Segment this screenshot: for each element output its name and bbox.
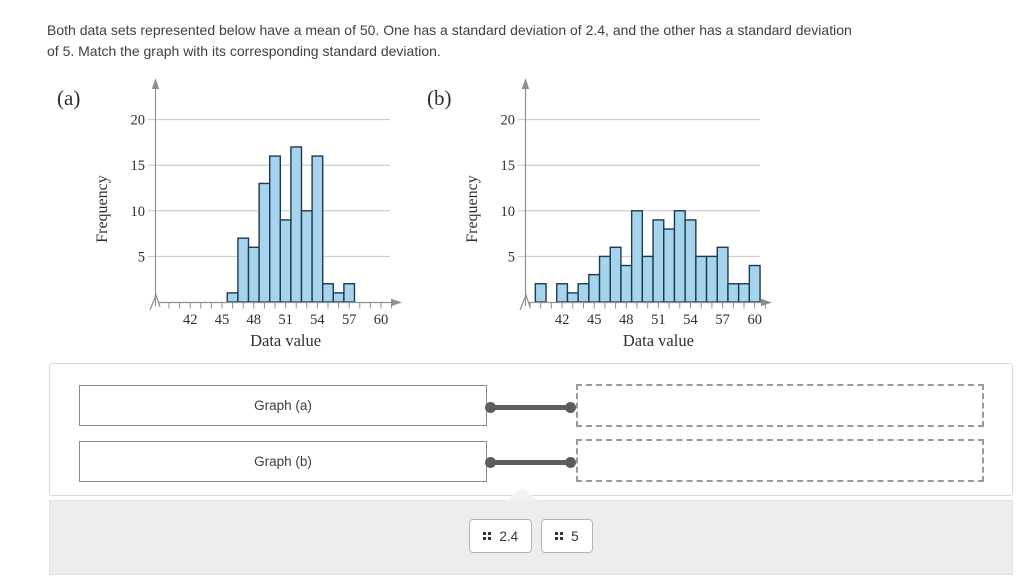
x-tick-label: 54 <box>310 312 325 328</box>
axis-break-icon <box>149 293 161 311</box>
bar-46 <box>598 255 611 303</box>
bar-53 <box>673 210 686 303</box>
bar-44 <box>577 283 590 303</box>
drop-target-graph-a[interactable] <box>576 384 984 427</box>
x-tick-label: 60 <box>747 312 762 328</box>
chip-label: 2.4 <box>499 528 519 544</box>
bar-50 <box>641 255 654 303</box>
x-tick-label: 45 <box>587 312 602 328</box>
bar-50 <box>268 155 281 303</box>
bar-57 <box>343 283 356 303</box>
connector-line <box>490 459 571 465</box>
source-label-graph-a: Graph (a) <box>254 398 312 413</box>
x-tick-label: 57 <box>342 312 357 328</box>
y-tick-label: 20 <box>501 113 516 129</box>
bar-43 <box>566 292 579 303</box>
source-box-graph-b: Graph (b) <box>79 441 487 482</box>
drag-handle-icon <box>483 532 492 540</box>
connector-b <box>485 456 576 468</box>
x-axis-title: Data value <box>250 331 321 350</box>
bar-56 <box>332 292 345 303</box>
x-tick-label: 42 <box>183 312 198 328</box>
connector-line <box>490 404 571 410</box>
chip-5[interactable]: 5 <box>541 519 593 553</box>
x-tick-label: 54 <box>683 312 698 328</box>
y-tick-label: 15 <box>501 158 516 174</box>
bar-52 <box>290 146 303 303</box>
x-axis-title: Data value <box>623 331 694 350</box>
x-tick-label: 51 <box>278 312 293 328</box>
y-tick-label: 5 <box>508 249 515 265</box>
chip-label: 5 <box>571 528 579 544</box>
bar-56 <box>705 255 718 303</box>
bar-48 <box>247 246 260 303</box>
y-tick-label: 15 <box>131 158 146 174</box>
instruction-line-1: Both data sets represented below have a … <box>47 22 852 38</box>
bar-49 <box>630 210 644 303</box>
y-axis-arrow-icon <box>151 78 160 89</box>
connector-dot-icon <box>565 456 576 468</box>
drop-target-graph-b[interactable] <box>576 439 984 482</box>
answer-bank-notch <box>505 488 539 501</box>
bar-47 <box>237 237 250 303</box>
bar-48 <box>620 264 633 303</box>
y-tick-label: 20 <box>131 113 146 129</box>
x-tick-label: 42 <box>555 312 570 328</box>
bar-52 <box>663 228 676 303</box>
y-tick-label: 5 <box>138 249 145 265</box>
x-axis-arrow-icon <box>391 298 402 307</box>
x-tick-label: 48 <box>619 312 634 328</box>
source-label-graph-b: Graph (b) <box>254 454 312 469</box>
drag-handle-icon <box>555 532 564 540</box>
y-tick-label: 10 <box>131 204 146 220</box>
histogram-b: 5 10 15 20 42 45 48 51 54 57 60 (b) Data value Freque… <box>425 76 780 368</box>
bar-54 <box>311 155 324 303</box>
y-tick-label: 10 <box>501 204 516 220</box>
bar-57 <box>716 246 729 303</box>
instruction-line-2: of 5. Match the graph with its correspon… <box>47 43 441 59</box>
x-axis-arrow-icon <box>761 298 772 307</box>
histogram-a: 5 10 15 20 42 45 48 51 54 57 60 (a) Data value Freque… <box>55 76 410 368</box>
panel-label: (b) <box>427 86 452 110</box>
bar-40 <box>534 283 547 303</box>
bar-58 <box>727 283 740 303</box>
chip-2-4[interactable]: 2.4 <box>469 519 533 553</box>
bar-51 <box>279 219 292 303</box>
bar-45 <box>588 273 601 303</box>
bar-54 <box>684 219 697 303</box>
bar-59 <box>737 283 751 303</box>
x-tick-label: 48 <box>247 312 261 328</box>
source-box-graph-a: Graph (a) <box>79 385 487 426</box>
x-tick-label: 60 <box>374 312 389 328</box>
bar-49 <box>258 182 271 303</box>
bar-46 <box>226 292 239 303</box>
axis-break-icon <box>519 293 531 311</box>
bar-51 <box>652 219 665 303</box>
bar-55 <box>695 255 708 303</box>
bar-53 <box>300 210 313 303</box>
matching-panel: Graph (a) Graph (b) <box>49 363 1013 496</box>
y-axis-title: Frequency <box>94 175 111 243</box>
chip-row: 2.4 5 <box>50 501 1012 553</box>
y-axis-title: Frequency <box>464 175 481 243</box>
x-tick-label: 51 <box>651 312 666 328</box>
y-axis-arrow-icon <box>521 78 530 89</box>
bar-42 <box>556 283 569 303</box>
x-tick-label: 57 <box>715 312 730 328</box>
bar-60 <box>748 264 761 303</box>
panel-label: (a) <box>57 86 80 110</box>
bar-47 <box>609 246 622 303</box>
bar-55 <box>322 283 335 303</box>
x-tick-label: 45 <box>215 312 230 328</box>
connector-dot-icon <box>565 401 576 413</box>
answer-bank: 2.4 5 <box>49 488 1013 575</box>
connector-a <box>485 401 576 413</box>
instruction-text: Both data sets represented below have a … <box>47 20 852 62</box>
